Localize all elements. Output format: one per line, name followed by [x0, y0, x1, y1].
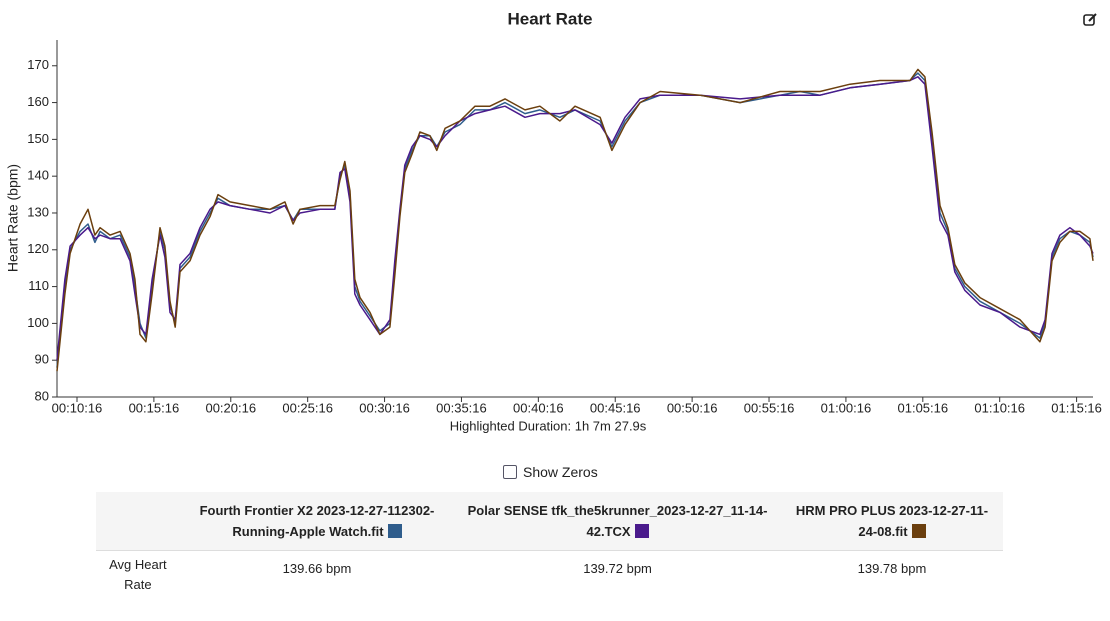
x-tick-label: 00:10:16 — [52, 400, 103, 415]
y-tick-label: 110 — [28, 278, 49, 293]
x-tick-label: 01:15:16 — [1051, 400, 1102, 415]
x-tick-label: 01:00:16 — [821, 400, 872, 415]
series-swatch — [387, 524, 402, 538]
x-tick-label: 01:10:16 — [974, 400, 1025, 415]
y-tick-label: 170 — [27, 57, 49, 72]
series-name: Polar SENSE tfk_the5krunner_2023-12-27_1… — [467, 503, 768, 539]
header-cell: HRM PRO PLUS 2023-12-27-11-24-08.fit — [780, 492, 1003, 551]
y-tick-label: 150 — [27, 131, 49, 146]
x-axis-subtitle: Highlighted Duration: 1h 7m 27.9s — [450, 418, 647, 433]
y-tick-label: 100 — [27, 315, 49, 330]
series-line — [56, 76, 1094, 361]
x-tick-label: 00:55:16 — [744, 400, 795, 415]
checkbox-label: Show Zeros — [523, 464, 598, 480]
x-tick-label: 00:20:16 — [205, 400, 256, 415]
series-line — [56, 68, 1094, 372]
value-cell: 139.78 bpm — [857, 561, 927, 576]
y-tick-label: 80 — [35, 388, 49, 403]
x-tick-label: 00:30:16 — [359, 400, 410, 415]
x-tick-label: 00:25:16 — [282, 400, 333, 415]
y-tick-label: 160 — [27, 94, 49, 109]
y-tick-label: 140 — [27, 168, 49, 183]
series-swatch — [911, 524, 926, 538]
y-tick-label: 120 — [27, 241, 49, 256]
y-axis-label: Heart Rate (bpm) — [5, 164, 21, 272]
y-tick-label: 130 — [27, 204, 49, 219]
x-tick-label: 00:15:16 — [129, 400, 180, 415]
show-zeros-toggle[interactable]: Show Zeros — [503, 464, 598, 480]
header-cell: Fourth Frontier X2 2023-12-27-112302-Run… — [179, 492, 455, 551]
row-label: Avg Heart Rate — [109, 557, 167, 592]
stats-table: Fourth Frontier X2 2023-12-27-112302-Run… — [96, 492, 1003, 603]
series-name: Fourth Frontier X2 2023-12-27-112302-Run… — [199, 503, 435, 539]
value-cell: 139.72 bpm — [583, 561, 652, 576]
x-tick-label: 00:45:16 — [590, 400, 641, 415]
table-row: Avg Heart Rate 139.66 bpm 139.72 bpm 139.78… — [96, 551, 1003, 604]
value-cell: 139.66 bpm — [282, 561, 352, 576]
series-name: HRM PRO PLUS 2023-12-27-11-24-08.fit — [795, 503, 989, 539]
chart-title: Heart Rate — [507, 9, 592, 28]
series-swatch — [634, 524, 649, 538]
chart: Heart Rate Heart Rate (bpm) Highlighted … — [5, 9, 1102, 433]
header-cell: Polar SENSE tfk_the5krunner_2023-12-27_1… — [454, 492, 781, 551]
x-tick-label: 00:35:16 — [436, 400, 487, 415]
series-line — [56, 72, 1094, 368]
y-tick-label: 90 — [35, 352, 49, 367]
x-tick-label: 00:50:16 — [667, 400, 718, 415]
checkbox[interactable] — [503, 465, 517, 479]
header-cell — [96, 492, 180, 551]
table-header: Fourth Frontier X2 2023-12-27-112302-Run… — [96, 492, 1003, 551]
x-tick-label: 01:05:16 — [898, 400, 949, 415]
x-tick-label: 00:40:16 — [513, 400, 564, 415]
edit-icon[interactable] — [1083, 13, 1097, 26]
